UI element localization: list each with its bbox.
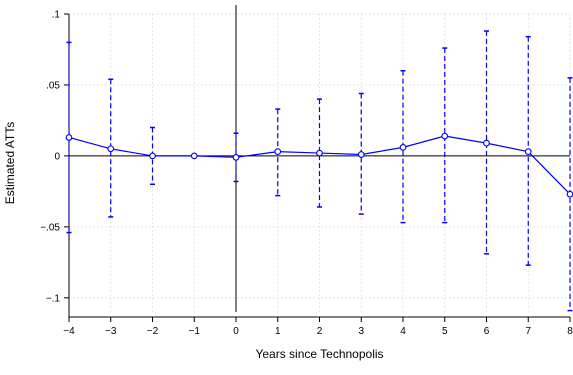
x-tick-label: −4 (63, 326, 75, 337)
estimate-points (65, 132, 573, 198)
x-tick-label: 6 (484, 326, 490, 337)
y-tick-label: −.1 (46, 293, 61, 304)
axes (64, 13, 571, 322)
estimate-point (107, 145, 115, 153)
x-tick-label: 1 (275, 326, 281, 337)
estimate-point (316, 149, 323, 157)
x-tick-label: 2 (317, 326, 323, 337)
x-tick-label: 3 (358, 326, 364, 337)
x-tick-label: −3 (105, 326, 117, 337)
x-tick-label: 8 (567, 326, 573, 337)
x-tick-labels: −4 −3 −2 −1 0 1 2 3 4 5 6 7 8 (63, 326, 573, 337)
estimate-point (441, 132, 449, 140)
estimate-point (274, 148, 282, 155)
x-tick-label: 5 (442, 326, 448, 337)
estimate-point (149, 152, 156, 160)
x-tick-label: 0 (233, 326, 239, 337)
estimate-point (232, 153, 240, 161)
estimate-point (524, 148, 532, 155)
x-axis-title: Years since Technopolis (255, 347, 383, 361)
y-tick-labels: .1 .05 0 −.05 −.1 (40, 10, 60, 305)
x-tick-label: 4 (400, 326, 406, 337)
x-tick-label: 7 (525, 326, 531, 337)
y-tick-label: 0 (54, 151, 60, 162)
estimate-point (399, 144, 407, 151)
estimate-point (566, 190, 573, 198)
estimate-point (357, 151, 365, 158)
estimate-point (483, 139, 490, 147)
x-tick-label: −1 (189, 326, 201, 337)
y-axis-title: Estimated ATTs (3, 122, 17, 204)
estimate-point (190, 152, 198, 160)
y-tick-label: .1 (52, 10, 61, 21)
grid-lines (68, 13, 571, 312)
estimate-point (65, 134, 73, 141)
y-tick-label: .05 (46, 80, 60, 91)
x-tick-label: −2 (147, 326, 159, 337)
y-tick-label: −.05 (40, 222, 60, 233)
